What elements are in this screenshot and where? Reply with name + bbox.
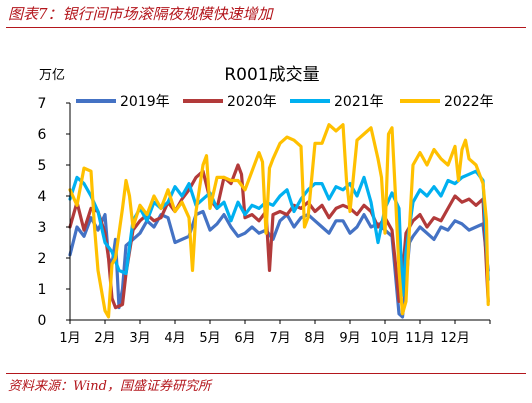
- legend-label: 2020年: [227, 94, 277, 110]
- y-tick-label: 7: [38, 96, 47, 112]
- x-tick-label: 3月: [129, 331, 150, 346]
- series-layer: [68, 123, 490, 319]
- x-tick-label: 2月: [94, 331, 115, 346]
- legend-label: 2021年: [334, 94, 384, 110]
- legend-label: 2019年: [120, 94, 170, 110]
- y-tick-label: 1: [38, 282, 47, 298]
- series-line: [68, 123, 490, 319]
- x-tick-label: 10月: [370, 331, 400, 346]
- y-tick-label: 4: [38, 189, 47, 205]
- x-tick-label: 9月: [339, 331, 360, 346]
- chart-axes: 0 1 2 3 4 5 6 7 1月 2月 3月 4月 5月 6月 7月 8月 9月 10月 11月 12月: [38, 96, 491, 346]
- y-tick-label: 3: [38, 220, 47, 236]
- x-tick-label: 1月: [59, 331, 80, 346]
- y-tick-label: 2: [38, 251, 47, 267]
- x-tick-label: 6月: [234, 331, 255, 346]
- x-tick-label: 7月: [269, 331, 290, 346]
- bottom-rule: [6, 373, 526, 374]
- y-tick-label: 5: [38, 158, 47, 174]
- series-line: [68, 169, 490, 297]
- top-rule: [6, 27, 526, 28]
- chart-title: R001成交量: [224, 65, 319, 85]
- y-tick-label: 0: [38, 313, 47, 329]
- series-line: [68, 209, 490, 319]
- series-line: [68, 163, 490, 310]
- source-note: 资料来源：Wind，国盛证券研究所: [8, 379, 211, 394]
- figure-title: 图表7：银行间市场滚隔夜规模快速增加: [8, 5, 273, 23]
- y-axis-unit-label: 万亿: [39, 68, 65, 83]
- x-tick-label: 11月: [405, 331, 435, 346]
- x-tick-label: 12月: [440, 331, 470, 346]
- y-tick-label: 6: [38, 127, 47, 143]
- x-tick-label: 4月: [164, 331, 185, 346]
- legend-label: 2022年: [444, 94, 494, 110]
- x-tick-label: 5月: [199, 331, 220, 346]
- chart-legend: 2019年 2020年 2021年 2022年: [76, 94, 494, 110]
- x-tick-label: 8月: [304, 331, 325, 346]
